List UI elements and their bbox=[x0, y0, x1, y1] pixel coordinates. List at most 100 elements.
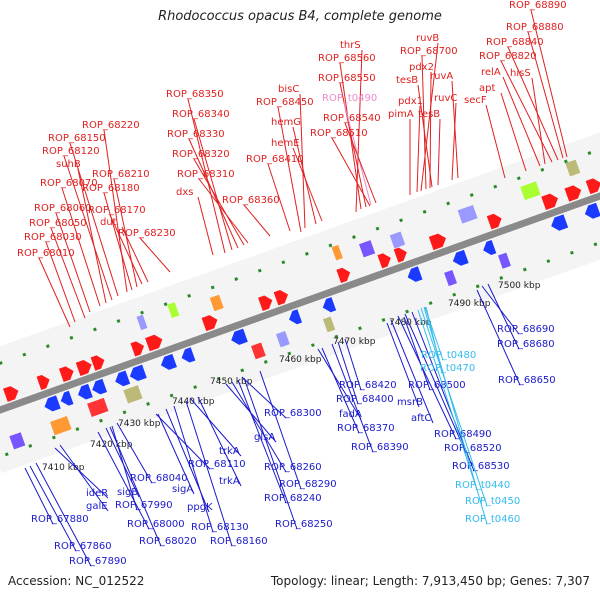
forward-gene-label: dxs bbox=[176, 187, 193, 198]
forward-gene-label: suhB bbox=[56, 159, 81, 170]
label-leader-line bbox=[417, 309, 478, 491]
forward-gene-label: hisS bbox=[510, 68, 531, 79]
forward-gene-label: pdx1 bbox=[398, 96, 423, 107]
reverse-gene-arrow bbox=[584, 202, 600, 219]
scale-label: 7480 kbp bbox=[389, 318, 432, 328]
label-leader-line bbox=[337, 341, 359, 405]
reverse-gene-arrow bbox=[77, 383, 93, 400]
label-leader-line bbox=[527, 31, 564, 159]
forward-gene-label: bisC bbox=[278, 84, 299, 95]
annotation-box bbox=[123, 385, 143, 404]
label-leader-line bbox=[59, 444, 109, 512]
label-leader-line bbox=[344, 338, 362, 391]
feature-shape bbox=[322, 316, 336, 333]
annotation-box bbox=[9, 432, 26, 450]
feature-shape bbox=[486, 213, 502, 230]
annotation-box bbox=[457, 204, 478, 224]
label-leader-line bbox=[243, 204, 271, 237]
reverse-gene-label: ROP_67890 bbox=[69, 556, 127, 567]
label-leader-line bbox=[103, 192, 133, 291]
reverse-gene-label: ROP_68130 bbox=[191, 522, 249, 533]
label-leader-line bbox=[277, 106, 302, 233]
forward-gene-arrow bbox=[541, 193, 558, 210]
feature-shape bbox=[428, 233, 447, 251]
annotation-box bbox=[389, 231, 406, 249]
forward-gene-label: ROP_68310 bbox=[177, 169, 235, 180]
label-leader-line bbox=[241, 376, 287, 419]
label-leader-line bbox=[321, 347, 360, 434]
forward-gene-arrow bbox=[145, 334, 163, 352]
feature-shape bbox=[251, 342, 266, 360]
label-leader-line bbox=[317, 348, 362, 420]
label-leader-line bbox=[507, 46, 559, 161]
label-leader-line bbox=[530, 9, 568, 158]
feature-shape bbox=[336, 267, 351, 284]
forward-gene-label: ROP_68120 bbox=[42, 146, 100, 157]
forward-gene-arrow bbox=[428, 233, 447, 251]
feature-shape bbox=[520, 181, 541, 201]
feature-shape bbox=[289, 309, 303, 325]
forward-gene-label: pdx2 bbox=[409, 62, 434, 73]
forward-gene-arrow bbox=[75, 360, 92, 376]
feature-shape bbox=[565, 159, 581, 177]
forward-gene-arrow bbox=[36, 374, 50, 390]
label-leader-line bbox=[198, 178, 249, 244]
forward-gene-label: ruvB bbox=[416, 33, 439, 44]
feature-shape bbox=[444, 269, 457, 287]
label-leader-line bbox=[113, 178, 138, 288]
reverse-gene-arrow bbox=[289, 309, 303, 325]
label-leader-line bbox=[531, 77, 546, 165]
reverse-gene-label: ROP_68260 bbox=[264, 462, 322, 473]
label-leader-line bbox=[429, 71, 432, 189]
label-leader-line bbox=[193, 118, 233, 251]
forward-gene-label: ROP_68320 bbox=[172, 149, 230, 160]
forward-gene-arrow bbox=[58, 366, 74, 382]
reverse-gene-arrow bbox=[129, 364, 147, 382]
label-leader-line bbox=[97, 431, 150, 530]
label-leader-line bbox=[390, 319, 434, 424]
label-leader-line bbox=[157, 413, 195, 495]
feature-shape bbox=[90, 355, 105, 371]
reverse-gene-arrow bbox=[44, 395, 61, 412]
reverse-gene-label: ROP_68300 bbox=[264, 408, 322, 419]
reverse-gene-label: trkA bbox=[219, 476, 240, 487]
feature-shape bbox=[457, 204, 478, 224]
label-leader-line bbox=[121, 226, 149, 283]
forward-gene-label: apt bbox=[479, 83, 495, 94]
feature-shape bbox=[551, 214, 569, 231]
feature-shape bbox=[231, 328, 248, 345]
reverse-gene-label: ROP_t0450 bbox=[465, 496, 520, 507]
forward-gene-arrow bbox=[377, 253, 391, 269]
forward-gene-arrow bbox=[201, 315, 218, 332]
reverse-gene-label: ROP_68420 bbox=[339, 380, 397, 391]
feature-shape bbox=[407, 266, 423, 282]
feature-shape bbox=[75, 360, 92, 376]
feature-shape bbox=[123, 385, 143, 404]
feature-shape bbox=[58, 366, 74, 382]
feature-shape bbox=[9, 432, 26, 450]
label-leader-line bbox=[417, 84, 433, 188]
annotation-box bbox=[322, 316, 336, 333]
forward-gene-label: ROP_68210 bbox=[92, 169, 150, 180]
scale-label: 7490 kbp bbox=[448, 299, 491, 309]
label-leader-line bbox=[185, 400, 233, 547]
annotation-box bbox=[87, 397, 109, 417]
feature-shape bbox=[389, 231, 406, 249]
feature-shape bbox=[92, 378, 108, 395]
label-leader-line bbox=[103, 129, 128, 293]
feature-shape bbox=[497, 252, 511, 269]
reverse-gene-arrow bbox=[160, 353, 177, 370]
label-leader-line bbox=[331, 137, 371, 207]
reverse-gene-arrow bbox=[231, 328, 248, 345]
feature-shape bbox=[541, 193, 558, 210]
reverse-gene-label: ROP_t0460 bbox=[465, 514, 520, 525]
genome-summary-text: Topology: linear; Length: 7,913,450 bp; … bbox=[270, 574, 590, 588]
reverse-gene-label: ROP_68040 bbox=[130, 473, 188, 484]
reverse-gene-label: ROP_t0480 bbox=[421, 350, 476, 361]
feature-shape bbox=[322, 297, 337, 313]
reverse-gene-label: ROP_68240 bbox=[264, 493, 322, 504]
label-leader-line bbox=[155, 413, 211, 470]
reverse-gene-label: ROP_68020 bbox=[139, 536, 197, 547]
feature-shape bbox=[129, 364, 147, 382]
